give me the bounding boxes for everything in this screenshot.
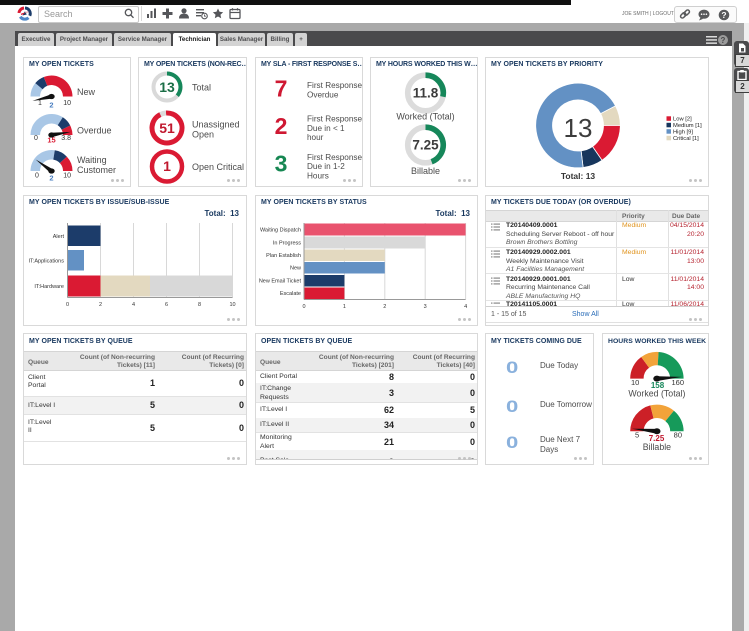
svg-text:?: ? — [721, 36, 726, 45]
svg-text:1: 1 — [38, 100, 42, 107]
svg-text:2: 2 — [383, 304, 386, 310]
svg-text:1: 1 — [163, 158, 171, 174]
svg-text:6: 6 — [165, 302, 168, 308]
svg-text:New: New — [290, 266, 301, 272]
svg-text:Billable: Billable — [411, 166, 440, 176]
svg-text:10: 10 — [631, 378, 639, 387]
svg-text:10: 10 — [229, 302, 235, 308]
svg-text:10: 10 — [63, 100, 71, 107]
svg-text:New: New — [77, 87, 96, 97]
svg-text:hour: hour — [307, 133, 324, 142]
svg-text:Critical [1]: Critical [1] — [673, 136, 699, 142]
svg-text:0: 0 — [302, 304, 305, 310]
svg-text:160: 160 — [671, 378, 684, 387]
svg-text:2: 2 — [99, 302, 102, 308]
svg-text:15: 15 — [47, 136, 55, 145]
svg-text:Alert: Alert — [53, 234, 65, 240]
svg-text:Customer: Customer — [77, 165, 116, 175]
svg-text:1: 1 — [343, 304, 346, 310]
svg-text:13: 13 — [159, 79, 175, 95]
svg-text:Unassigned: Unassigned — [192, 120, 240, 130]
svg-text:2: 2 — [49, 100, 53, 109]
svg-text:Escalate: Escalate — [280, 291, 301, 297]
svg-text:7.25: 7.25 — [649, 434, 665, 443]
svg-text:First Response: First Response — [307, 153, 362, 162]
svg-text:Billable: Billable — [643, 442, 671, 452]
svg-text:Total: 13: Total: 13 — [561, 171, 596, 181]
svg-text:0: 0 — [35, 173, 39, 180]
svg-text:Overdue: Overdue — [77, 126, 112, 136]
svg-text:Overdue: Overdue — [307, 91, 339, 100]
svg-text:10: 10 — [63, 173, 71, 180]
svg-text:Waiting: Waiting — [77, 155, 107, 165]
svg-text:0: 0 — [34, 135, 38, 142]
svg-text:5: 5 — [635, 431, 639, 440]
svg-text:Due in 1-2: Due in 1-2 — [307, 162, 345, 171]
svg-text:51: 51 — [159, 120, 175, 136]
svg-text:11.8: 11.8 — [413, 86, 439, 101]
svg-text:New Email Ticket: New Email Ticket — [259, 279, 302, 285]
svg-text:4: 4 — [132, 302, 135, 308]
svg-text:80: 80 — [674, 431, 682, 440]
svg-text:Open Critical: Open Critical — [192, 162, 244, 172]
svg-text:Plan Establish: Plan Establish — [266, 253, 301, 259]
svg-text:13: 13 — [564, 113, 593, 143]
svg-text:Low [2]: Low [2] — [673, 117, 692, 123]
svg-text:2: 2 — [275, 113, 288, 139]
svg-text:3.8: 3.8 — [61, 135, 71, 142]
svg-text:Hours: Hours — [307, 172, 329, 181]
svg-text:Open: Open — [192, 130, 214, 140]
svg-text:In Progress: In Progress — [273, 241, 301, 247]
svg-text:IT:Applications: IT:Applications — [29, 259, 65, 265]
svg-text:Total: Total — [192, 83, 211, 93]
svg-text:7.25: 7.25 — [412, 138, 439, 153]
svg-text:Medium [1]: Medium [1] — [673, 123, 702, 129]
svg-text:Worked (Total): Worked (Total) — [396, 112, 454, 122]
svg-text:?: ? — [721, 10, 726, 20]
svg-text:0: 0 — [66, 302, 69, 308]
svg-text:High [9]: High [9] — [673, 130, 693, 136]
svg-text:3: 3 — [275, 150, 288, 176]
svg-text:3: 3 — [424, 304, 427, 310]
svg-text:158: 158 — [651, 381, 665, 390]
svg-text:Waiting Dispatch: Waiting Dispatch — [260, 228, 301, 234]
svg-text:Due in < 1: Due in < 1 — [307, 124, 345, 133]
svg-text:2: 2 — [49, 174, 53, 183]
svg-text:7: 7 — [275, 76, 288, 102]
svg-text:8: 8 — [198, 302, 201, 308]
svg-text:First Response: First Response — [307, 81, 362, 90]
svg-text:4: 4 — [464, 304, 467, 310]
svg-text:Worked (Total): Worked (Total) — [628, 389, 685, 399]
svg-text:IT:Hardware: IT:Hardware — [34, 284, 64, 290]
svg-text:First Response: First Response — [307, 114, 362, 123]
